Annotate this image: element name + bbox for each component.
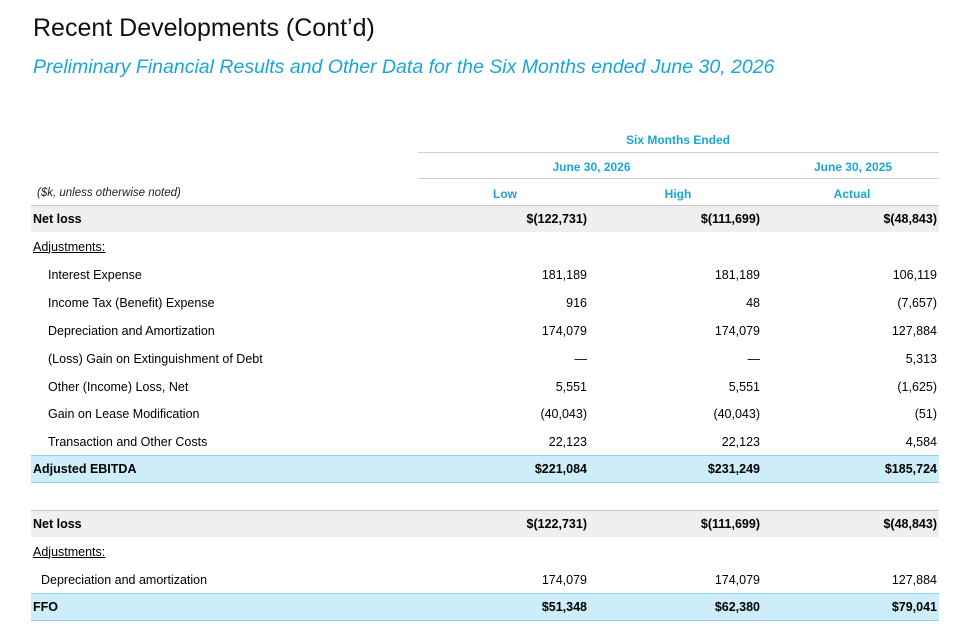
value-high: 48 <box>746 295 760 310</box>
value-high: $231,249 <box>707 462 760 476</box>
value-actual: (7,657) <box>897 295 937 310</box>
value-low: — <box>574 351 588 366</box>
value-actual: 5,313 <box>905 351 937 366</box>
row-label: Transaction and Other Costs <box>48 434 208 449</box>
header-low: Low <box>493 187 517 201</box>
row-label: Other (Income) Loss, Net <box>48 379 189 394</box>
value-low: $(122,731) <box>526 517 587 531</box>
value-actual: 4,584 <box>905 434 937 449</box>
table-row-adjustments-header-ffo: Adjustments: <box>31 538 939 565</box>
value-actual: 106,119 <box>892 267 937 282</box>
row-label: Adjusted EBITDA <box>33 462 137 476</box>
value-high: (40,043) <box>713 406 760 421</box>
header-rule-middle <box>418 178 939 179</box>
value-low: $51,348 <box>541 600 587 614</box>
units-note: ($k, unless otherwise noted) <box>37 187 181 199</box>
value-actual: (1,625) <box>897 379 937 394</box>
table-row: (Loss) Gain on Extinguishment of Debt — … <box>31 345 939 372</box>
header-rule-top <box>418 152 939 153</box>
value-actual: (51) <box>914 406 937 421</box>
table-row-ffo: FFO $51,348 $62,380 $79,041 <box>31 593 939 621</box>
row-label: (Loss) Gain on Extinguishment of Debt <box>48 351 263 366</box>
header-high: High <box>664 187 692 201</box>
value-low: 5,551 <box>555 379 587 394</box>
page-title: Recent Developments (Cont’d) <box>33 14 375 42</box>
row-label: FFO <box>33 600 58 614</box>
row-label: Net loss <box>33 212 82 226</box>
value-low: 916 <box>566 295 587 310</box>
row-label: Income Tax (Benefit) Expense <box>48 295 215 310</box>
value-actual: $79,041 <box>891 600 937 614</box>
value-low: 174,079 <box>541 572 587 587</box>
value-low: $(122,731) <box>526 212 587 226</box>
value-actual: $185,724 <box>884 462 937 476</box>
page-subtitle: Preliminary Financial Results and Other … <box>33 56 775 78</box>
value-low: 181,189 <box>541 267 587 282</box>
value-actual: $(48,843) <box>883 212 937 226</box>
table-row-net-loss-ffo: Net loss $(122,731) $(111,699) $(48,843) <box>31 510 939 537</box>
value-high: 22,123 <box>721 434 760 449</box>
value-low: 22,123 <box>548 434 587 449</box>
table-row: Depreciation and amortization 174,079 17… <box>31 566 939 593</box>
value-actual: $(48,843) <box>883 517 937 531</box>
value-low: $221,084 <box>534 462 587 476</box>
table-row: Depreciation and Amortization 174,079 17… <box>31 317 939 344</box>
header-period-2025: June 30, 2025 <box>813 160 893 174</box>
header-actual: Actual <box>833 187 871 201</box>
value-high: 174,079 <box>714 323 760 338</box>
row-label: Depreciation and amortization <box>41 572 208 587</box>
header-period-2026: June 30, 2026 <box>552 160 631 174</box>
value-low: (40,043) <box>540 406 587 421</box>
table-row-adjusted-ebitda: Adjusted EBITDA $221,084 $231,249 $185,7… <box>31 455 939 483</box>
value-high: $(111,699) <box>700 212 760 226</box>
row-label: Depreciation and Amortization <box>48 323 215 338</box>
value-high: — <box>747 351 761 366</box>
table-row: Other (Income) Loss, Net 5,551 5,551 (1,… <box>31 373 939 400</box>
table-row: Interest Expense 181,189 181,189 106,119 <box>31 261 939 288</box>
value-high: $62,380 <box>714 600 760 614</box>
value-high: $(111,699) <box>700 517 760 531</box>
table-row: Transaction and Other Costs 22,123 22,12… <box>31 428 939 455</box>
value-actual: 127,884 <box>891 323 937 338</box>
value-high: 181,189 <box>714 267 760 282</box>
table-row-net-loss: Net loss $(122,731) $(111,699) $(48,843) <box>31 205 939 232</box>
header-six-months-ended: Six Months Ended <box>625 133 730 147</box>
table-row-adjustments-header: Adjustments: <box>31 233 939 260</box>
row-label: Adjustments: <box>33 239 106 254</box>
value-high: 174,079 <box>714 572 760 587</box>
table-row: Gain on Lease Modification (40,043) (40,… <box>31 400 939 427</box>
row-label: Net loss <box>33 517 82 531</box>
value-high: 5,551 <box>728 379 760 394</box>
row-label: Gain on Lease Modification <box>48 406 200 421</box>
row-label: Adjustments: <box>33 544 106 559</box>
row-label: Interest Expense <box>48 267 142 282</box>
value-low: 174,079 <box>541 323 587 338</box>
value-actual: 127,884 <box>891 572 937 587</box>
table-row: Income Tax (Benefit) Expense 916 48 (7,6… <box>31 289 939 316</box>
